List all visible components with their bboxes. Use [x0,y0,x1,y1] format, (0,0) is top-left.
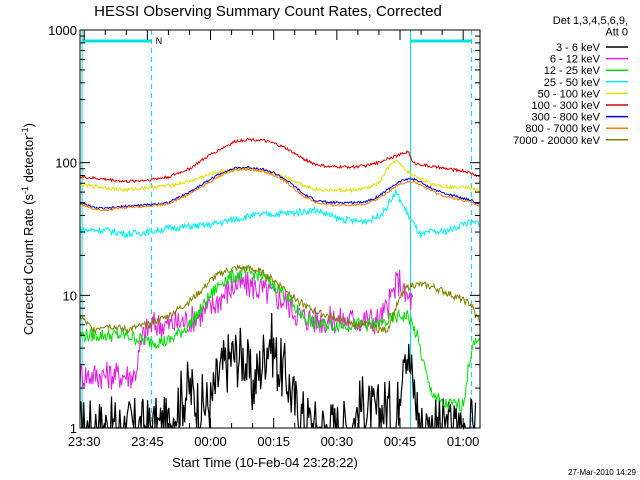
legend-header: Att 0 [605,27,628,39]
series-line [79,312,477,431]
x-axis: 23:30 23:45 00:00 00:15 00:30 00:45 01:00 [68,30,479,449]
chart-title: HESSI Observing Summary Count Rates, Cor… [94,3,442,20]
y-axis-label: Corrected Count Rate (s-1 detector-1) [20,123,36,335]
y-axis-label-end: ) [21,123,36,127]
y-axis-label-mid: detector [21,135,36,186]
series-line [79,167,480,212]
legend-label: 12 - 25 keV [544,65,601,77]
x-tick-label: 23:45 [131,434,164,449]
y-tick-label: 1000 [48,23,77,38]
y-axis-label-sup-1: -1 [20,186,30,194]
x-tick-label: 00:30 [321,434,354,449]
series-line [79,269,413,390]
plot-area: N [79,30,480,431]
series-line [79,165,480,210]
legend-label: 100 - 300 keV [532,100,601,112]
timestamp: 27-Mar-2010 14:29 [568,468,637,477]
legend-label: 800 - 7000 keV [525,123,600,135]
y-axis-label-sup-2: -1 [20,127,30,135]
x-tick-label: 00:15 [257,434,290,449]
y-axis: 1 10 100 1000 [48,23,480,436]
legend-label: 25 - 50 keV [544,77,601,89]
y-axis-label-main: Corrected Count Rate (s [21,194,36,335]
legend-header: Det 1,3,4,5,6,9, [553,15,628,27]
y-tick-label: 100 [55,156,77,171]
plot-frame [79,29,481,429]
legend-label: 6 - 12 keV [550,54,601,66]
series-line [79,265,480,413]
x-tick-label: 01:00 [447,434,480,449]
series-line [79,189,480,239]
y-tick-label: 10 [63,288,77,303]
x-tick-label: 23:30 [68,434,101,449]
x-tick-label: 00:00 [194,434,227,449]
legend-label: 300 - 800 keV [532,112,601,124]
series-line [79,137,480,184]
y-tick-label: 1 [70,421,77,436]
night-flag-label: N [156,36,163,46]
legend-label: 3 - 6 keV [556,42,601,54]
x-axis-label: Start Time (10-Feb-04 23:28:22) [172,455,358,470]
series-line [79,263,480,334]
legend-label: 50 - 100 keV [538,88,601,100]
x-tick-label: 00:45 [384,434,417,449]
legend-label: 7000 - 20000 keV [513,135,601,147]
